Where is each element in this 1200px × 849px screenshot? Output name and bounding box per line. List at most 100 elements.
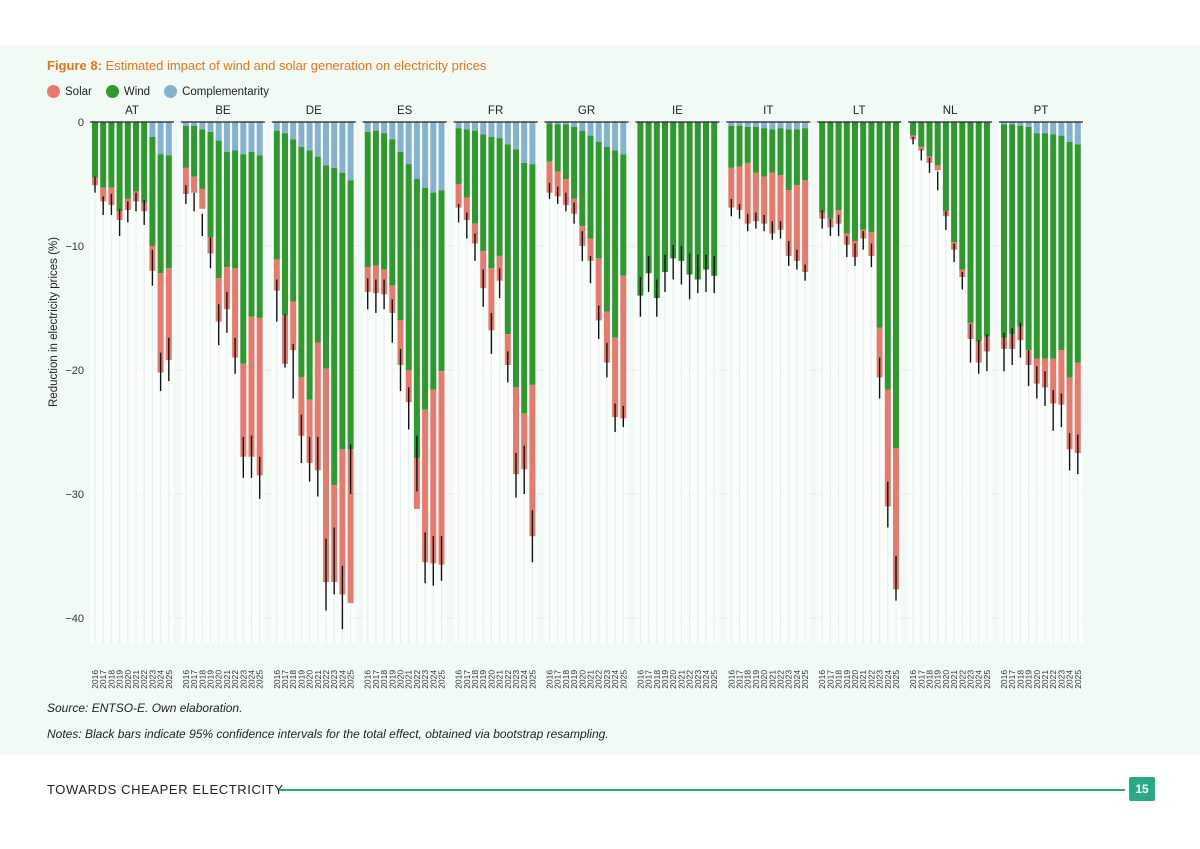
bar-wind	[513, 149, 519, 388]
bar-wind	[562, 124, 569, 180]
x-tick-label: 2018	[652, 670, 662, 689]
bar-wind	[282, 133, 288, 316]
bar-wind	[290, 139, 297, 302]
x-tick-label: 2019	[478, 670, 488, 689]
bar-complementarity	[595, 122, 602, 142]
bar-wind	[612, 150, 619, 338]
bar-solar	[397, 320, 404, 366]
panel-label: BE	[215, 105, 231, 117]
bar-wind	[331, 167, 338, 486]
panel-label: IT	[763, 105, 773, 117]
x-tick-label: 2020	[759, 670, 769, 689]
bar-wind	[777, 128, 784, 176]
bar-complementarity	[1033, 122, 1040, 134]
x-tick-label: 2023	[420, 670, 430, 689]
chart-legend: Solar Wind Complementarity	[47, 85, 283, 98]
bar-wind	[165, 155, 172, 269]
x-tick-label: 2019	[660, 670, 670, 689]
figure-title: Figure 8: Estimated impact of wind and s…	[47, 58, 486, 73]
x-tick-label: 2024	[974, 670, 984, 689]
bar-wind	[579, 130, 586, 227]
bar-wind	[942, 122, 949, 212]
bar-wind	[1009, 124, 1016, 335]
bar-wind	[852, 122, 858, 242]
bar-wind	[694, 122, 701, 280]
bar-complementarity	[347, 122, 354, 181]
x-tick-label: 2019	[206, 670, 216, 689]
bar-wind	[240, 154, 247, 364]
bar-complementarity	[504, 122, 511, 145]
bar-complementarity	[223, 122, 230, 152]
x-tick-label: 2020	[1032, 670, 1042, 689]
x-tick-label: 2022	[866, 670, 876, 689]
bar-complementarity	[298, 122, 305, 147]
bar-wind	[1017, 125, 1024, 327]
bar-solar	[769, 172, 776, 234]
bar-solar	[182, 167, 189, 194]
x-tick-label: 2022	[685, 670, 695, 689]
x-tick-label: 2016	[181, 670, 191, 689]
x-tick-label: 2022	[139, 670, 149, 689]
bar-wind	[603, 146, 610, 312]
bar-solar	[223, 267, 230, 310]
bar-wind	[314, 156, 321, 343]
bar-solar	[191, 176, 198, 193]
bar-wind	[149, 136, 156, 246]
bar-wind	[182, 125, 189, 168]
bar-wind	[381, 133, 388, 270]
bar-solar	[306, 399, 313, 463]
bar-complementarity	[364, 122, 371, 132]
bar-complementarity	[1025, 122, 1032, 127]
x-tick-label: 2021	[586, 670, 596, 689]
bar-wind	[298, 146, 305, 378]
x-tick-label: 2025	[437, 670, 447, 689]
bar-complementarity	[562, 122, 569, 125]
bar-wind	[744, 126, 751, 163]
bar-solar	[165, 268, 172, 361]
x-tick-label: 2018	[379, 670, 389, 689]
legend-label-complementarity: Complementarity	[182, 85, 269, 98]
bar-complementarity	[165, 122, 172, 156]
x-tick-label: 2018	[288, 670, 298, 689]
bar-complementarity	[1066, 122, 1073, 142]
bar-solar	[744, 162, 751, 224]
bar-solar	[273, 259, 280, 291]
x-tick-label: 2017	[280, 670, 290, 689]
y-axis-label: Reduction in electricity prices (%)	[48, 237, 60, 407]
bar-wind	[223, 151, 230, 268]
bar-solar	[405, 370, 412, 403]
x-tick-label: 2022	[594, 670, 604, 689]
bar-solar	[587, 238, 594, 261]
y-tick-label: 0	[78, 117, 84, 129]
x-tick-label: 2025	[982, 670, 992, 689]
bar-wind	[116, 122, 123, 212]
bar-complementarity	[777, 122, 784, 129]
x-tick-label: 2019	[115, 670, 125, 689]
x-tick-label: 2016	[545, 670, 555, 689]
x-tick-label: 2018	[925, 670, 935, 689]
bar-solar	[215, 278, 222, 322]
x-tick-label: 2023	[511, 670, 521, 689]
bar-complementarity	[496, 122, 503, 139]
bar-wind	[372, 130, 379, 266]
x-tick-label: 2019	[387, 670, 397, 689]
bar-solar	[595, 258, 602, 321]
bar-wind	[884, 122, 891, 390]
bar-solar	[918, 146, 925, 151]
bar-wind	[397, 151, 404, 321]
bar-complementarity	[323, 122, 329, 166]
bar-complementarity	[752, 122, 759, 127]
bar-complementarity	[761, 122, 768, 129]
x-tick-label: 2023	[966, 670, 976, 689]
bar-complementarity	[422, 122, 429, 188]
bar-wind	[248, 151, 255, 317]
x-tick-label: 2017	[189, 670, 199, 689]
bar-wind	[951, 122, 958, 243]
bar-wind	[1058, 135, 1065, 351]
bar-wind	[157, 154, 164, 274]
bar-wind	[1033, 133, 1040, 359]
bar-complementarity	[579, 122, 586, 131]
x-tick-label: 2018	[197, 670, 207, 689]
bar-complementarity	[339, 122, 346, 173]
bar-complementarity	[521, 122, 528, 163]
